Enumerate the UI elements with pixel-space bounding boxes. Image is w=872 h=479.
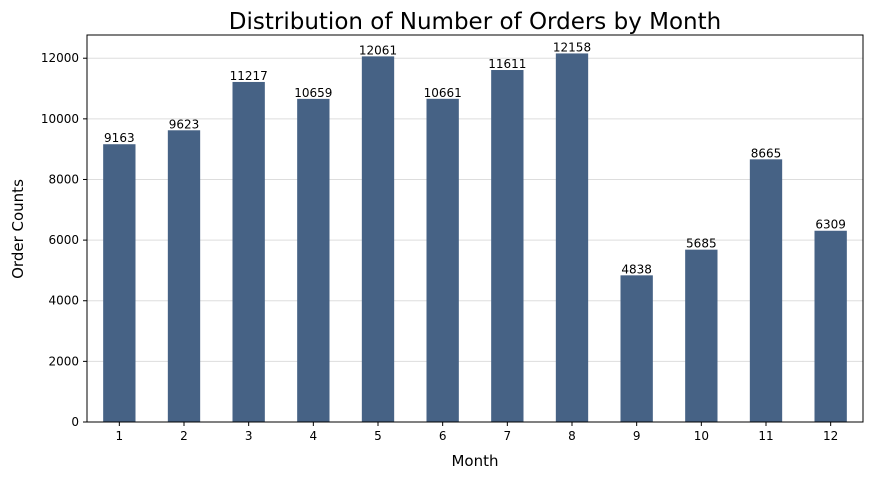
bars <box>103 53 847 423</box>
y-tick-label: 4000 <box>48 294 79 308</box>
x-tick-label: 3 <box>245 429 253 443</box>
data-label: 11217 <box>230 69 268 83</box>
x-tick-label: 2 <box>180 429 188 443</box>
bar-month-10 <box>685 249 718 422</box>
bar-month-1 <box>103 144 136 422</box>
y-axis-title: Order Counts <box>9 179 27 279</box>
grid-lines <box>87 57 863 423</box>
y-tick-label: 0 <box>71 415 79 429</box>
data-label: 10661 <box>424 86 462 100</box>
chart-title: Distribution of Number of Orders by Mont… <box>229 9 721 35</box>
y-tick-label: 10000 <box>41 112 79 126</box>
bar-month-12 <box>814 230 847 422</box>
data-label: 5685 <box>686 237 717 251</box>
x-tick-label: 6 <box>439 429 447 443</box>
bar-month-11 <box>749 159 783 422</box>
x-tick-label: 8 <box>568 429 576 443</box>
x-tick-label: 11 <box>758 429 773 443</box>
bar-month-6 <box>426 98 459 422</box>
bar-month-4 <box>297 98 330 423</box>
y-tick-label: 12000 <box>41 51 79 65</box>
plot-frame <box>86 34 864 423</box>
data-label: 12061 <box>359 43 397 57</box>
x-tick-label: 12 <box>823 429 838 443</box>
x-tick-label: 1 <box>116 429 124 443</box>
bar-month-7 <box>491 70 524 423</box>
x-tick-label: 10 <box>694 429 709 443</box>
x-tick-label: 7 <box>504 429 512 443</box>
data-label: 11611 <box>488 57 526 71</box>
data-label: 10659 <box>294 86 332 100</box>
data-label: 8665 <box>751 146 782 160</box>
x-tick-label: 5 <box>374 429 382 443</box>
x-tick-label: 9 <box>633 429 641 443</box>
data-labels: 9163 9623 11217 10659 12061 10661 11611 12158 48… <box>104 40 846 276</box>
bar-month-8 <box>555 53 589 422</box>
data-label: 9623 <box>169 117 200 131</box>
x-axis: 1 2 3 4 5 6 7 8 9 10 11 12 <box>116 422 838 443</box>
bar-month-9 <box>620 275 653 422</box>
bar-month-3 <box>232 81 265 423</box>
x-axis-title: Month <box>451 452 498 470</box>
bar-month-5 <box>361 56 395 422</box>
y-axis: 0 2000 4000 6000 8000 10000 12000 <box>41 51 87 429</box>
y-tick-label: 8000 <box>48 172 79 186</box>
bar-month-2 <box>167 130 201 422</box>
y-tick-label: 2000 <box>48 354 79 368</box>
data-label: 4838 <box>621 262 652 276</box>
data-label: 12158 <box>553 40 591 54</box>
x-tick-label: 4 <box>310 429 318 443</box>
data-label: 9163 <box>104 131 135 145</box>
y-tick-label: 6000 <box>48 233 79 247</box>
data-label: 6309 <box>815 218 846 232</box>
